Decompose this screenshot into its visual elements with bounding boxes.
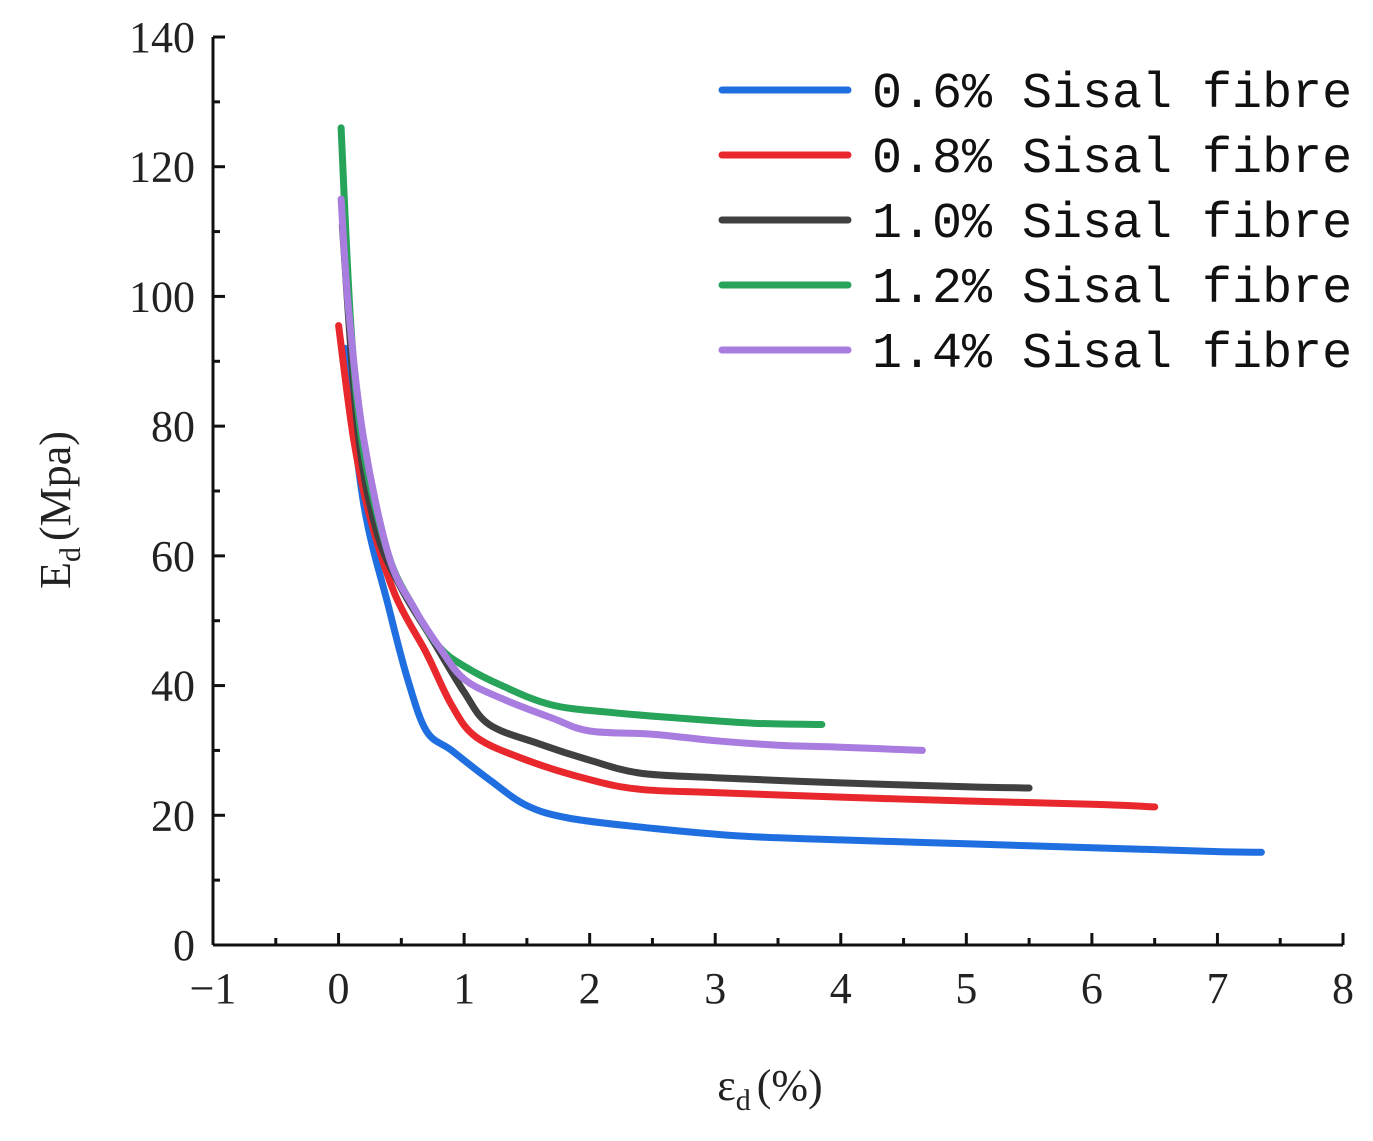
series-line-0 <box>341 344 1265 856</box>
y-axis-subscript: d <box>54 547 87 562</box>
legend-label: 0.8% Sisal fibre <box>872 131 1352 188</box>
x-ticks: −1 0 1 2 3 4 5 6 7 8 <box>190 933 1354 1013</box>
y-tick-label: 80 <box>151 402 195 451</box>
series-line-1 <box>335 322 1159 811</box>
x-tick-label: 6 <box>1081 964 1103 1013</box>
x-axis-symbol: ε <box>717 1061 735 1110</box>
y-tick-label: 60 <box>151 532 195 581</box>
legend-label: 1.4% Sisal fibre <box>872 326 1352 383</box>
y-tick-label: 140 <box>129 13 195 62</box>
y-tick-label: 120 <box>129 143 195 192</box>
legend: 0.6% Sisal fibre 0.8% Sisal fibre 1.0% Sis… <box>718 66 1352 383</box>
y-ticks: 0 20 40 60 80 100 120 140 <box>129 13 225 970</box>
y-tick-label: 100 <box>129 272 195 321</box>
x-tick-label: −1 <box>190 964 237 1013</box>
legend-label: 1.0% Sisal fibre <box>872 196 1352 253</box>
legend-label: 1.2% Sisal fibre <box>872 261 1352 318</box>
y-axis-title: Ed (Mpa) <box>31 431 87 589</box>
series-lines <box>335 124 1265 856</box>
x-tick-label: 1 <box>453 964 475 1013</box>
x-tick-label: 8 <box>1332 964 1354 1013</box>
x-tick-label: 3 <box>704 964 726 1013</box>
series-line-2 <box>338 221 1033 792</box>
x-tick-label: 4 <box>830 964 852 1013</box>
x-tick-label: 5 <box>955 964 977 1013</box>
x-axis-title: εd (%) <box>717 1061 822 1117</box>
x-axis-subscript: d <box>736 1084 751 1117</box>
y-tick-label: 40 <box>151 662 195 711</box>
y-tick-label: 0 <box>173 921 195 970</box>
x-tick-label: 7 <box>1206 964 1228 1013</box>
x-tick-label: 2 <box>579 964 601 1013</box>
y-axis-symbol: E <box>31 562 80 589</box>
series-line-4 <box>337 195 926 754</box>
y-axis-unit: (Mpa) <box>31 431 80 541</box>
x-tick-label: 0 <box>328 964 350 1013</box>
y-tick-label: 20 <box>151 791 195 840</box>
legend-label: 0.6% Sisal fibre <box>872 66 1352 123</box>
x-axis-unit: (%) <box>757 1061 823 1110</box>
